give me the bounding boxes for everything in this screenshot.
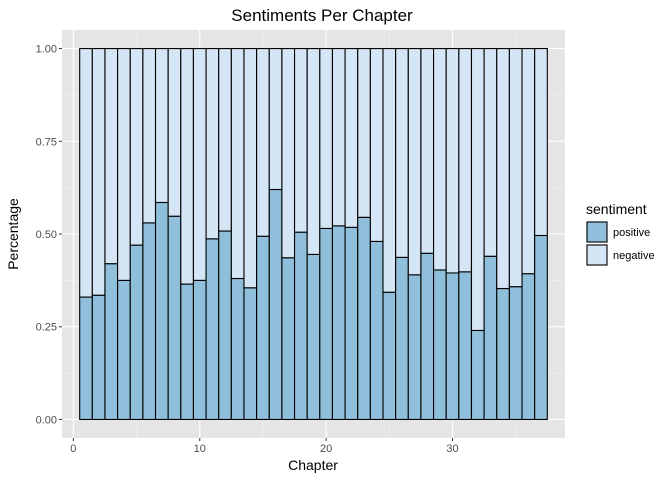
bar-negative <box>534 47 548 237</box>
bar-positive <box>445 272 460 421</box>
bar-positive <box>319 227 334 421</box>
legend-swatch-positive <box>586 221 608 243</box>
bar-positive <box>395 256 409 421</box>
legend: sentiment positive negative <box>586 201 655 266</box>
bar-negative <box>344 47 359 228</box>
bar-positive <box>281 257 296 421</box>
bar-negative <box>129 47 144 246</box>
bar-negative <box>357 47 371 218</box>
bar-negative <box>369 47 384 242</box>
x-tick-label: 30 <box>446 443 458 455</box>
bar-positive <box>293 231 308 421</box>
bar-positive <box>268 188 283 421</box>
bar-negative <box>508 47 523 288</box>
y-tick-label: 0.50 <box>36 229 57 241</box>
bar-negative <box>407 47 422 276</box>
bar-negative <box>319 47 334 229</box>
x-tick-label: 0 <box>70 443 76 455</box>
bar-negative <box>192 47 207 281</box>
bar-positive <box>306 253 321 421</box>
bar-negative <box>180 47 194 285</box>
legend-swatch-negative <box>586 244 608 266</box>
bar-negative <box>306 47 321 255</box>
bar-negative <box>117 47 131 281</box>
bar-positive <box>382 291 397 421</box>
bar-positive <box>154 201 169 421</box>
bar-positive <box>521 273 536 421</box>
bar-negative <box>293 47 308 233</box>
bar-positive <box>192 279 207 421</box>
bar-negative <box>433 47 447 271</box>
bar-positive <box>218 230 232 421</box>
bar-negative <box>142 47 157 224</box>
bar-positive <box>142 222 157 421</box>
legend-label-negative: negative <box>613 250 655 262</box>
legend-title: sentiment <box>586 201 647 217</box>
bar-positive <box>104 263 119 421</box>
bar-positive <box>508 286 523 421</box>
axes: 0.00 0.25 0.50 0.75 1.00 0 10 20 30 <box>36 44 459 455</box>
x-tick-label: 20 <box>320 443 332 455</box>
bar-positive <box>129 244 144 421</box>
legend-label-positive: positive <box>613 227 650 239</box>
bar-negative <box>268 47 283 191</box>
bar-negative <box>205 47 220 240</box>
bar-positive <box>331 225 346 421</box>
y-tick-label: 0.75 <box>36 136 57 148</box>
bar-negative <box>230 47 245 280</box>
bar-negative <box>243 47 258 289</box>
bar-positive <box>91 294 106 421</box>
bar-positive <box>496 287 510 421</box>
bar-positive <box>167 215 182 421</box>
x-axis-label: Chapter <box>288 457 338 473</box>
bar-positive <box>420 252 435 421</box>
bar-negative <box>91 47 106 296</box>
bar-negative <box>154 47 169 204</box>
bar-positive <box>230 277 245 421</box>
bar-positive <box>79 296 93 421</box>
bar-negative <box>104 47 119 265</box>
bar-negative <box>458 47 473 273</box>
bar-negative <box>395 47 409 258</box>
bar-positive <box>433 269 447 421</box>
bar-positive <box>205 238 220 421</box>
bar-positive <box>344 226 359 421</box>
bar-negative <box>281 47 296 259</box>
y-tick-label: 0.00 <box>36 414 57 426</box>
bar-negative <box>256 47 270 237</box>
bar-negative <box>470 47 485 331</box>
chart-title: Sentiments Per Chapter <box>231 6 413 25</box>
bar-positive <box>357 216 371 421</box>
y-axis-label: Percentage <box>5 198 21 270</box>
bar-positive <box>256 235 270 421</box>
bar-positive <box>407 274 422 421</box>
bar-positive <box>458 271 473 421</box>
bar-negative <box>79 47 93 298</box>
bar-positive <box>180 283 194 421</box>
bar-negative <box>218 47 232 232</box>
bar-negative <box>496 47 510 290</box>
bar-negative <box>382 47 397 293</box>
bar-negative <box>445 47 460 274</box>
bar-negative <box>167 47 182 217</box>
bar-positive <box>470 329 485 421</box>
bar-positive <box>369 240 384 421</box>
bar-positive <box>534 234 548 421</box>
bars <box>79 47 548 421</box>
x-tick-label: 10 <box>194 443 206 455</box>
bar-negative <box>483 47 498 257</box>
bar-negative <box>521 47 536 275</box>
y-tick-label: 0.25 <box>36 322 57 334</box>
bar-negative <box>331 47 346 227</box>
bar-negative <box>420 47 435 254</box>
bar-positive <box>117 279 131 421</box>
bar-positive <box>483 255 498 421</box>
bar-positive <box>243 287 258 421</box>
y-tick-label: 1.00 <box>36 44 57 56</box>
